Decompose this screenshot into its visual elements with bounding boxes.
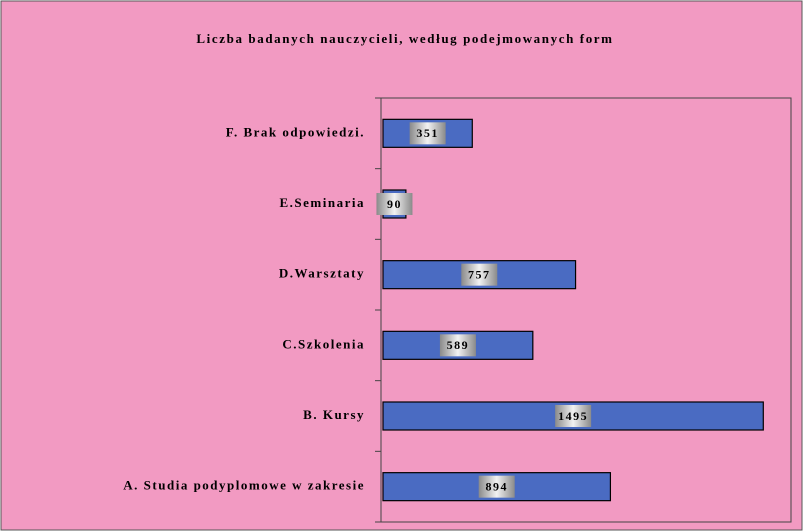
chart-title: Liczba badanych nauczycieli, według pode…: [196, 31, 613, 46]
value-label: 1495: [558, 409, 588, 423]
value-label-box: [409, 122, 446, 145]
y-tick-label: C.Szkolenia: [282, 336, 365, 351]
y-tick-label: A. Studia podyplomowe w zakresie: [123, 478, 365, 493]
y-tick-label: D.Warsztaty: [279, 266, 365, 281]
value-label: 351: [416, 126, 439, 140]
value-label-box: [376, 193, 413, 215]
value-label-box: [478, 475, 515, 498]
value-label-box: [461, 263, 498, 286]
value-label: 894: [485, 479, 508, 493]
value-label-box: [439, 334, 476, 357]
y-tick-label: F. Brak odpowiedzi.: [226, 124, 365, 139]
value-label: 589: [447, 338, 470, 352]
y-tick-label: B. Kursy: [303, 407, 365, 422]
value-label: 90: [387, 197, 402, 211]
value-label-box: [555, 405, 592, 427]
y-tick-label: E.Seminaria: [280, 195, 365, 210]
value-label: 757: [468, 267, 491, 281]
